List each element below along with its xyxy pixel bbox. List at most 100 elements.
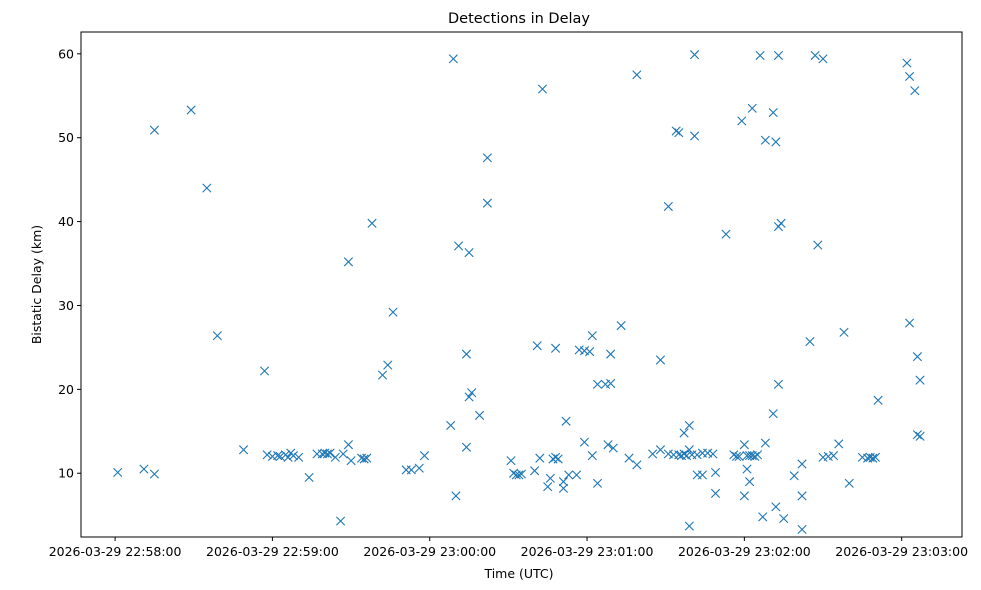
data-point xyxy=(238,445,249,455)
data-point xyxy=(294,452,304,462)
data-point xyxy=(758,512,768,522)
data-point xyxy=(406,465,416,475)
data-point xyxy=(113,467,123,477)
data-point xyxy=(789,471,799,481)
data-point xyxy=(834,439,844,449)
data-point xyxy=(710,467,721,477)
data-point xyxy=(325,448,335,458)
data-point xyxy=(750,451,760,462)
data-points xyxy=(113,50,925,535)
data-point xyxy=(624,453,634,463)
data-point xyxy=(679,428,689,438)
y-tick-label: 50 xyxy=(58,130,74,145)
data-point xyxy=(335,516,346,526)
data-point xyxy=(632,70,642,80)
data-point xyxy=(467,388,477,398)
x-tick-label: 2026-03-29 23:01:00 xyxy=(521,544,654,559)
data-point xyxy=(873,395,883,405)
data-point xyxy=(419,451,430,461)
data-point xyxy=(550,343,561,353)
data-point xyxy=(338,449,348,459)
data-point xyxy=(608,443,618,453)
data-point xyxy=(632,460,642,470)
data-point xyxy=(543,482,553,492)
data-point xyxy=(742,464,752,474)
data-point xyxy=(870,452,881,462)
data-point xyxy=(771,502,781,512)
data-point xyxy=(813,240,823,250)
data-point xyxy=(689,50,700,60)
data-point xyxy=(553,454,563,464)
y-axis: 10 20 30 40 50 60 xyxy=(58,46,81,481)
data-point xyxy=(367,218,377,228)
data-point xyxy=(745,477,755,487)
data-point xyxy=(915,431,925,441)
data-point xyxy=(737,116,747,126)
data-point xyxy=(655,355,666,365)
data-point xyxy=(482,198,493,208)
y-tick-label: 40 xyxy=(58,214,74,229)
data-point xyxy=(558,483,569,493)
data-point xyxy=(561,416,571,426)
data-point xyxy=(482,153,493,163)
data-point xyxy=(537,84,548,94)
data-point xyxy=(904,318,915,328)
x-tick-label: 2026-03-29 23:02:00 xyxy=(678,544,811,559)
data-point xyxy=(448,54,458,64)
data-point xyxy=(149,469,160,479)
data-point xyxy=(259,366,270,376)
data-point xyxy=(330,452,340,462)
data-point xyxy=(606,378,616,389)
data-point xyxy=(739,491,749,501)
data-point xyxy=(202,183,212,193)
data-point xyxy=(149,125,160,135)
data-point xyxy=(697,470,708,480)
data-point xyxy=(648,449,658,459)
x-tick-label: 2026-03-29 22:58:00 xyxy=(49,544,182,559)
data-point xyxy=(585,347,595,357)
data-point xyxy=(603,440,613,450)
data-point xyxy=(663,201,673,212)
y-axis-label: Bistatic Delay (km) xyxy=(29,225,44,344)
data-point xyxy=(679,449,689,459)
y-tick-label: 20 xyxy=(58,382,74,397)
data-point xyxy=(689,131,700,141)
data-point xyxy=(383,360,393,370)
data-point xyxy=(671,126,681,136)
x-tick-label: 2026-03-29 23:03:00 xyxy=(835,544,968,559)
data-point xyxy=(805,336,815,347)
data-point xyxy=(779,513,789,524)
data-point xyxy=(474,410,485,420)
data-point xyxy=(684,445,694,455)
data-point xyxy=(828,451,839,461)
data-point xyxy=(564,470,574,480)
data-point xyxy=(818,54,828,64)
data-point xyxy=(343,257,354,267)
data-point xyxy=(868,453,878,463)
data-point xyxy=(797,459,807,469)
data-point xyxy=(721,229,731,239)
chart-title: Detections in Delay xyxy=(448,11,590,27)
data-point xyxy=(768,107,778,118)
data-point xyxy=(414,463,424,473)
data-point xyxy=(579,437,590,447)
data-point xyxy=(346,456,356,466)
data-point xyxy=(275,451,285,462)
data-point xyxy=(532,341,542,351)
data-point xyxy=(139,464,149,474)
data-point xyxy=(606,349,616,359)
data-point xyxy=(731,451,742,462)
data-point xyxy=(446,420,456,431)
data-point xyxy=(910,86,920,96)
data-point xyxy=(771,137,781,147)
data-point xyxy=(343,440,354,450)
data-point xyxy=(461,349,472,359)
data-point xyxy=(773,379,784,389)
data-point xyxy=(592,478,603,488)
data-point xyxy=(451,491,461,501)
data-point xyxy=(797,491,807,501)
data-point xyxy=(377,370,388,380)
data-point xyxy=(516,469,527,479)
data-point xyxy=(212,331,222,341)
